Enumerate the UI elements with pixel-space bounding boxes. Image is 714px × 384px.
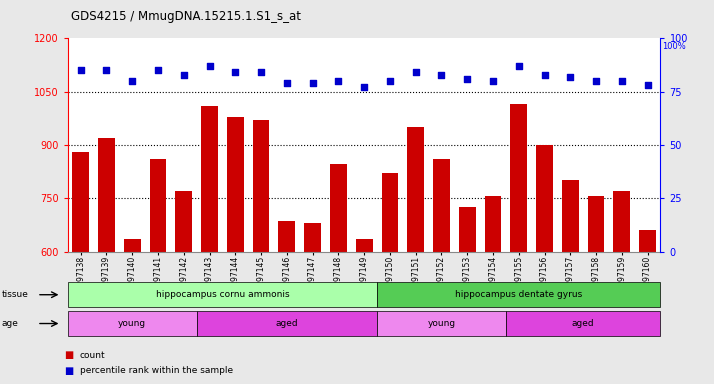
Text: hippocampus cornu ammonis: hippocampus cornu ammonis	[156, 290, 289, 299]
Text: aged: aged	[572, 319, 595, 328]
Text: hippocampus dentate gyrus: hippocampus dentate gyrus	[455, 290, 583, 299]
Point	[256, 70, 267, 76]
Point	[436, 71, 447, 78]
Point	[203, 63, 215, 69]
Point	[178, 71, 189, 78]
Bar	[433, 159, 450, 252]
Bar	[304, 223, 321, 252]
Point	[487, 78, 498, 84]
Bar	[562, 180, 578, 252]
Point	[333, 78, 344, 84]
Bar	[278, 221, 295, 252]
Point	[461, 76, 473, 82]
Point	[75, 67, 86, 73]
Point	[384, 78, 396, 84]
Point	[590, 78, 602, 84]
Point	[410, 70, 421, 76]
Text: young: young	[428, 319, 456, 328]
Bar	[381, 174, 398, 252]
Bar	[459, 207, 476, 252]
Bar	[588, 197, 605, 252]
Bar	[72, 152, 89, 252]
Bar	[124, 239, 141, 252]
Bar	[356, 239, 373, 252]
Point	[307, 80, 318, 86]
Text: young: young	[119, 319, 146, 328]
Bar	[201, 106, 218, 252]
Text: count: count	[80, 351, 106, 360]
Point	[358, 84, 370, 91]
Bar	[176, 191, 192, 252]
Text: tissue: tissue	[1, 290, 29, 299]
Text: GDS4215 / MmugDNA.15215.1.S1_s_at: GDS4215 / MmugDNA.15215.1.S1_s_at	[71, 10, 301, 23]
Bar	[485, 197, 501, 252]
Bar	[330, 164, 347, 252]
Text: ■: ■	[64, 366, 74, 376]
Bar	[98, 138, 115, 252]
Point	[539, 71, 550, 78]
Point	[152, 67, 164, 73]
Bar	[150, 159, 166, 252]
Bar	[407, 127, 424, 252]
Point	[126, 78, 138, 84]
Bar	[253, 120, 269, 252]
Text: 100%: 100%	[663, 42, 686, 51]
Text: age: age	[1, 319, 19, 328]
Bar	[227, 117, 243, 252]
Point	[513, 63, 525, 69]
Point	[230, 70, 241, 76]
Point	[565, 74, 576, 80]
Text: ■: ■	[64, 350, 74, 360]
Point	[642, 82, 653, 88]
Text: aged: aged	[276, 319, 298, 328]
Bar	[511, 104, 527, 252]
Bar	[536, 145, 553, 252]
Point	[281, 80, 293, 86]
Text: percentile rank within the sample: percentile rank within the sample	[80, 366, 233, 375]
Point	[616, 78, 628, 84]
Bar	[639, 230, 656, 252]
Point	[101, 67, 112, 73]
Bar	[613, 191, 630, 252]
